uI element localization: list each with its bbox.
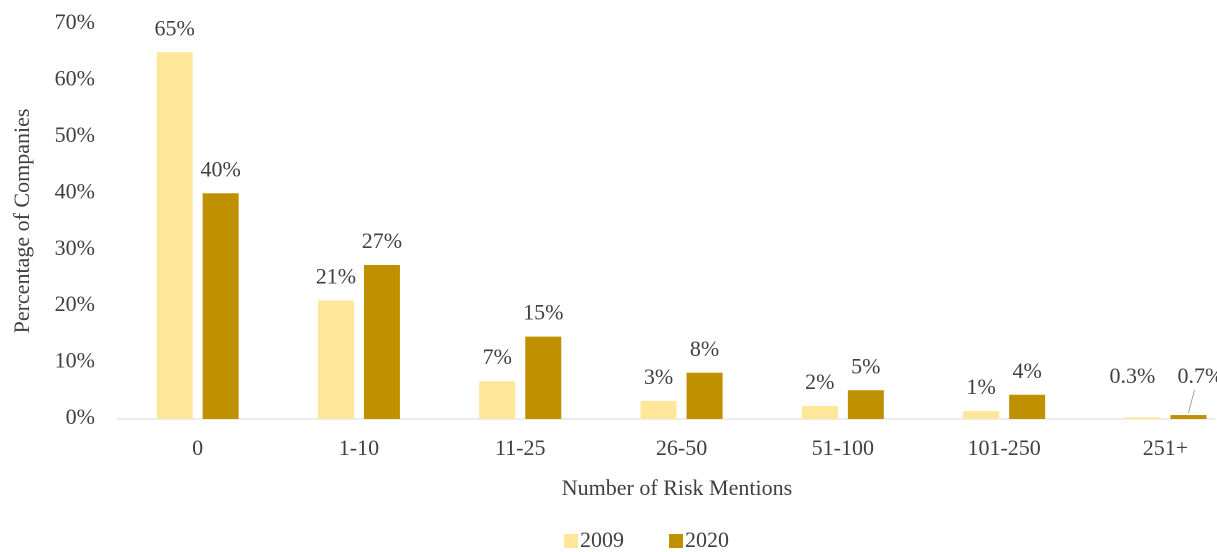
data-label: 65% xyxy=(154,15,194,40)
bar xyxy=(317,300,354,419)
x-tick-label: 51-100 xyxy=(812,435,874,460)
legend-label: 2009 xyxy=(580,527,624,552)
x-tick-label: 1-10 xyxy=(339,435,379,460)
bar xyxy=(801,406,838,419)
data-label: 4% xyxy=(1012,358,1041,383)
bar xyxy=(1009,394,1046,419)
y-tick-label: 0% xyxy=(66,404,95,429)
y-tick-label: 50% xyxy=(55,122,95,147)
x-tick-label: 251+ xyxy=(1143,435,1188,460)
bar xyxy=(363,264,400,419)
bar xyxy=(686,372,723,419)
x-tick-label: 101-250 xyxy=(967,435,1040,460)
data-label: 15% xyxy=(523,300,563,325)
data-label: 3% xyxy=(644,364,673,389)
data-label: 40% xyxy=(200,156,240,181)
y-tick-label: 40% xyxy=(55,178,95,203)
leader-line xyxy=(1187,389,1195,414)
bar xyxy=(1124,417,1161,419)
data-label: 2% xyxy=(805,369,834,394)
legend-label: 2020 xyxy=(685,527,729,552)
bar xyxy=(640,400,677,419)
data-label: 8% xyxy=(690,336,719,361)
data-label: 0.7% xyxy=(1178,363,1217,388)
y-tick-label: 30% xyxy=(55,235,95,260)
bar xyxy=(1170,415,1207,419)
y-tick-label: 60% xyxy=(55,65,95,90)
data-label: 7% xyxy=(483,344,512,369)
data-label: 27% xyxy=(362,228,402,253)
x-axis-title: Number of Risk Mentions xyxy=(562,475,792,500)
y-tick-label: 10% xyxy=(55,348,95,373)
y-axis-title: Percentage of Companies xyxy=(9,109,34,334)
data-label: 5% xyxy=(851,353,880,378)
bar xyxy=(525,336,562,419)
y-tick-label: 70% xyxy=(55,9,95,34)
bar xyxy=(963,411,1000,419)
bar xyxy=(202,193,239,419)
legend-swatch xyxy=(564,534,578,548)
data-label: 0.3% xyxy=(1110,363,1156,388)
bar xyxy=(156,52,193,419)
data-label: 21% xyxy=(316,264,356,289)
bar xyxy=(479,381,516,419)
x-tick-label: 0 xyxy=(192,435,203,460)
y-tick-label: 20% xyxy=(55,291,95,316)
x-tick-label: 26-50 xyxy=(656,435,707,460)
bar xyxy=(847,390,884,419)
data-label: 1% xyxy=(966,374,995,399)
legend-swatch xyxy=(669,534,683,548)
x-tick-label: 11-25 xyxy=(495,435,546,460)
